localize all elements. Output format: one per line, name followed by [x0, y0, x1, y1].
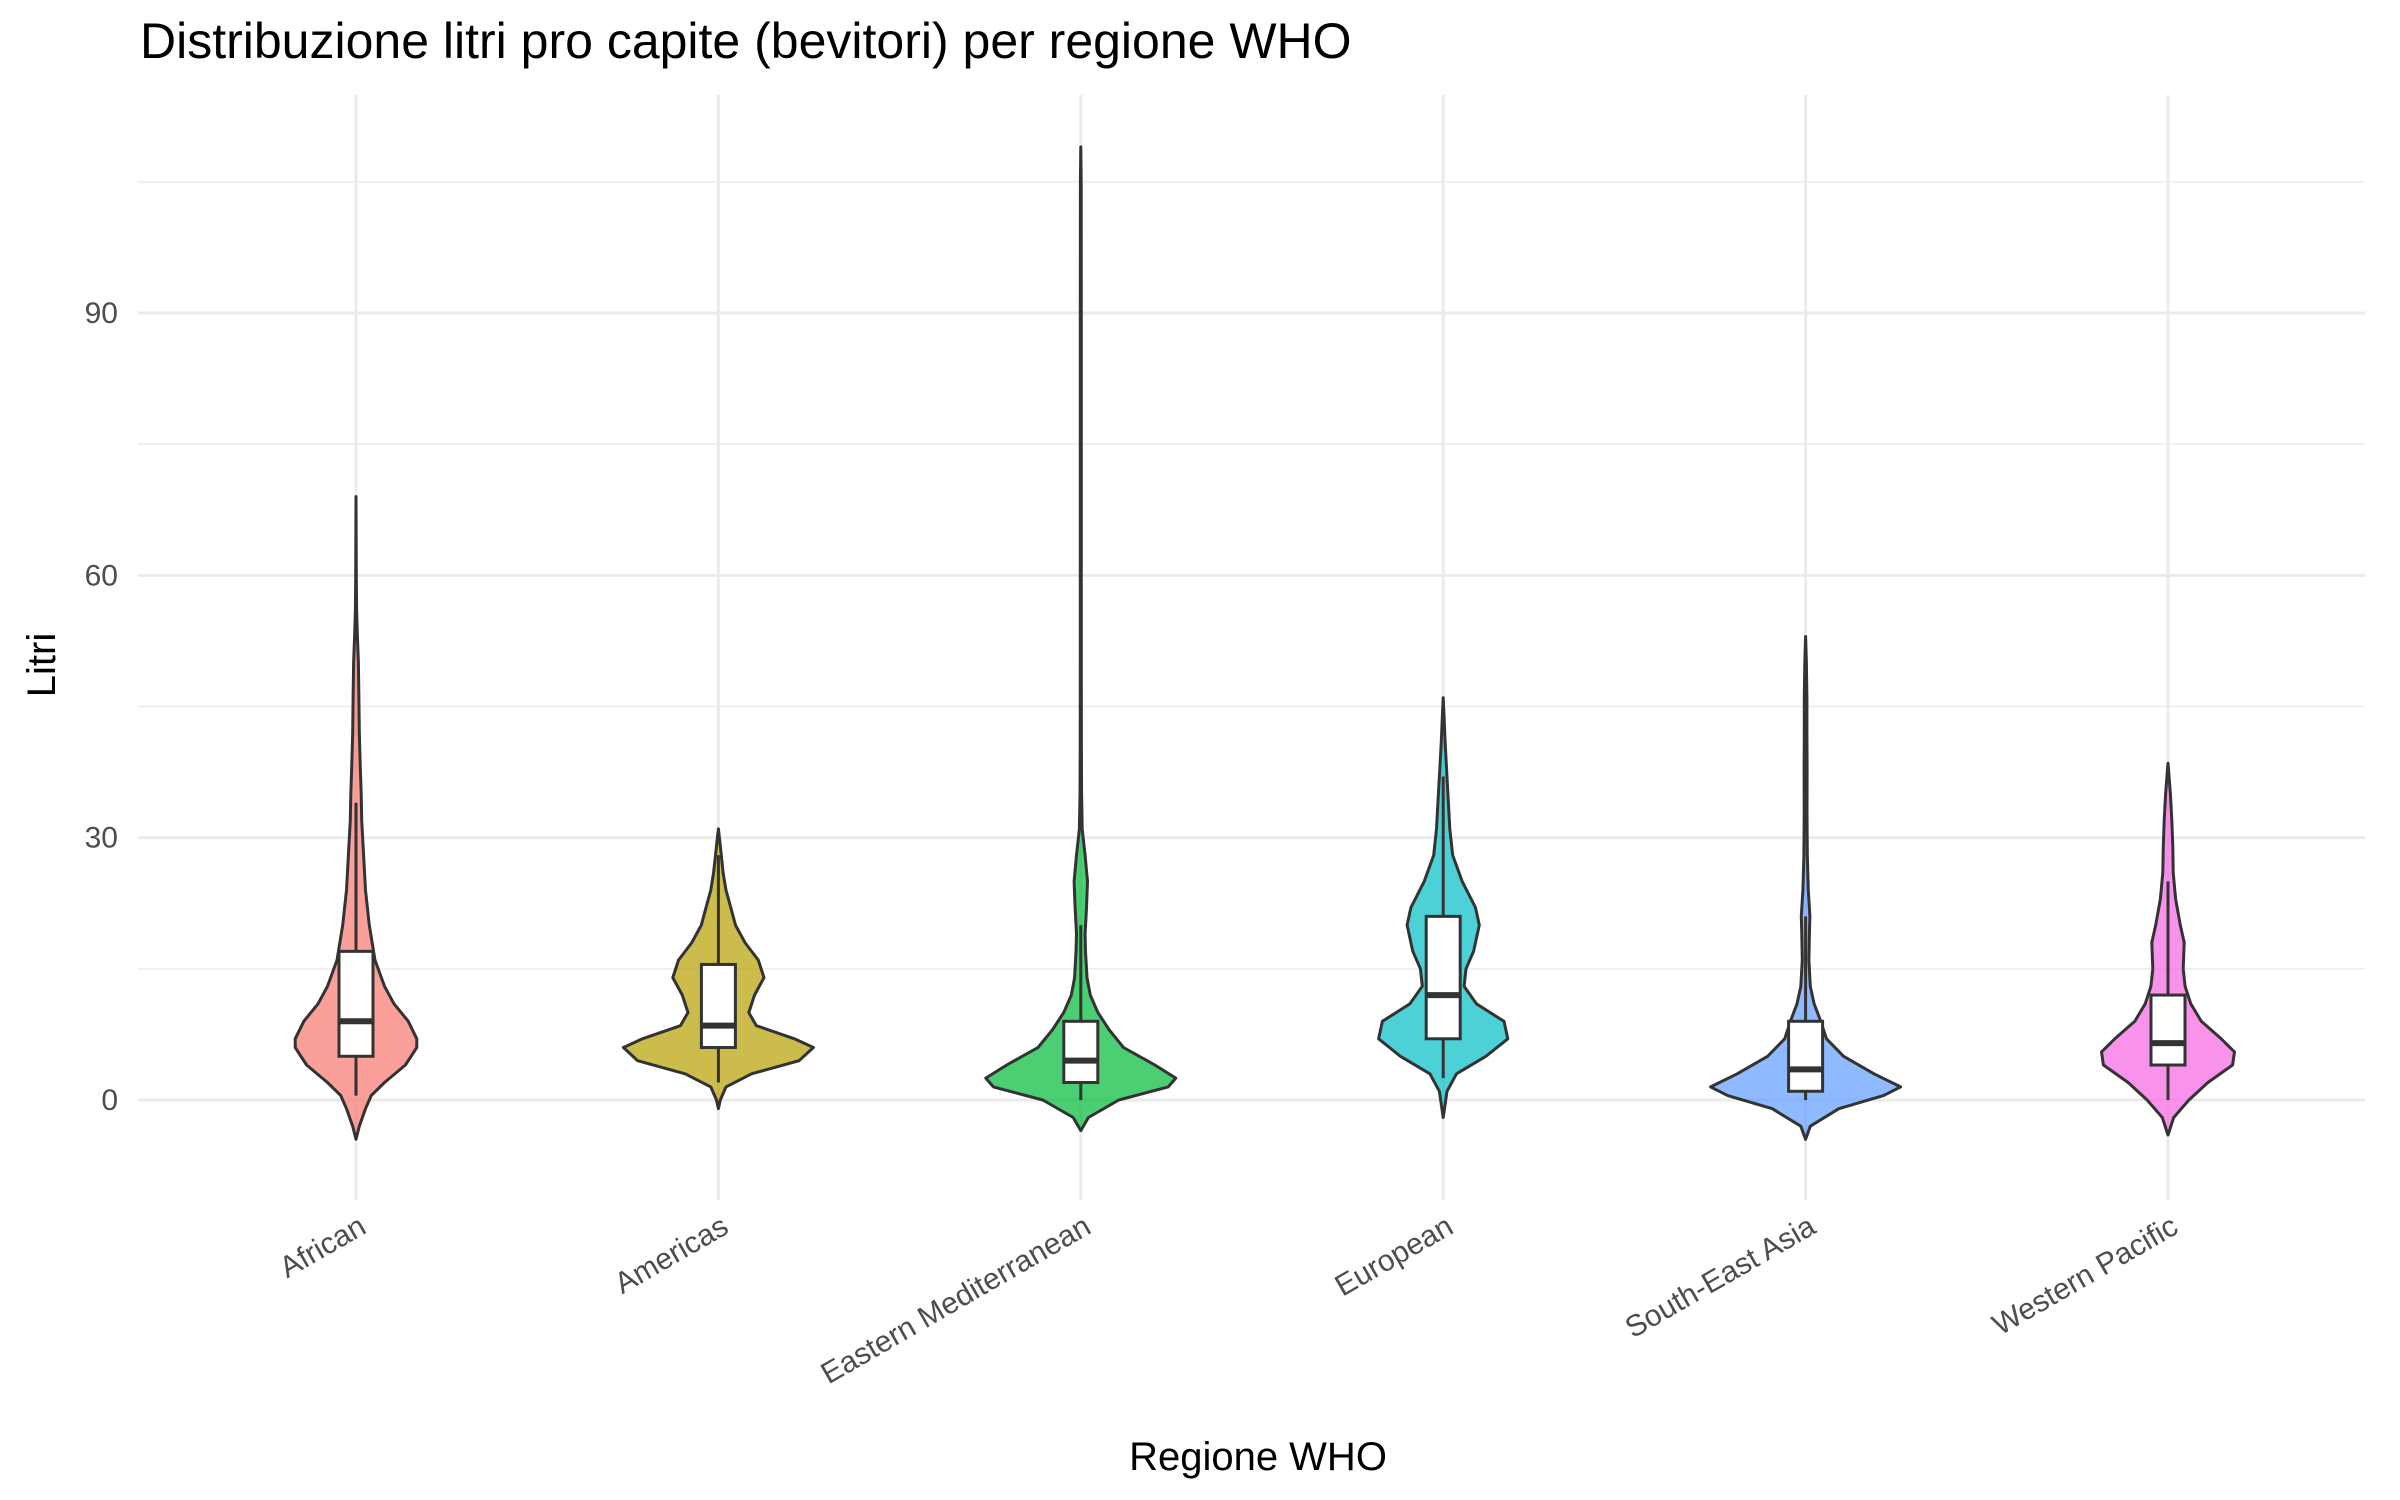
x-axis-title: Regione WHO [1129, 1435, 1387, 1479]
x-tick-label: European [1330, 1209, 1459, 1303]
x-tick-label: Americas [609, 1209, 734, 1300]
x-tick-label: African [274, 1209, 371, 1284]
violin-shape [984, 145, 1178, 1133]
violin-group-americas [621, 827, 815, 1111]
x-tick-label: South-East Asia [1620, 1209, 1822, 1344]
violins [293, 145, 2236, 1141]
box [1787, 1019, 1825, 1093]
box [1424, 914, 1462, 1041]
grid-lines [138, 95, 2365, 1200]
y-axis-title: Litri [20, 633, 64, 697]
violin-group-eastern-mediterranean [984, 145, 1178, 1133]
violin-group-western-pacific [2100, 761, 2236, 1137]
x-tick-label: Eastern Mediterranean [816, 1209, 1097, 1390]
box [699, 962, 737, 1050]
y-tick-label: 30 [85, 822, 118, 855]
violin-group-african [293, 495, 419, 1141]
x-axis-ticks: African Americas Eastern Mediterranean Euro… [274, 1209, 2183, 1390]
y-tick-label: 0 [101, 1084, 118, 1117]
box [337, 949, 375, 1058]
y-tick-label: 90 [85, 297, 118, 330]
box [2149, 993, 2187, 1067]
y-tick-label: 60 [85, 559, 118, 592]
violin-shape [1709, 635, 1903, 1141]
box [1062, 1019, 1100, 1085]
x-tick-label: Western Pacific [1987, 1209, 2184, 1342]
chart-title: Distribuzione litri pro capite (bevitori… [140, 13, 1352, 69]
violin-group-south-east-asia [1709, 635, 1903, 1141]
y-axis-ticks: 0 30 60 90 [85, 297, 118, 1117]
violin-group-european [1377, 696, 1510, 1119]
